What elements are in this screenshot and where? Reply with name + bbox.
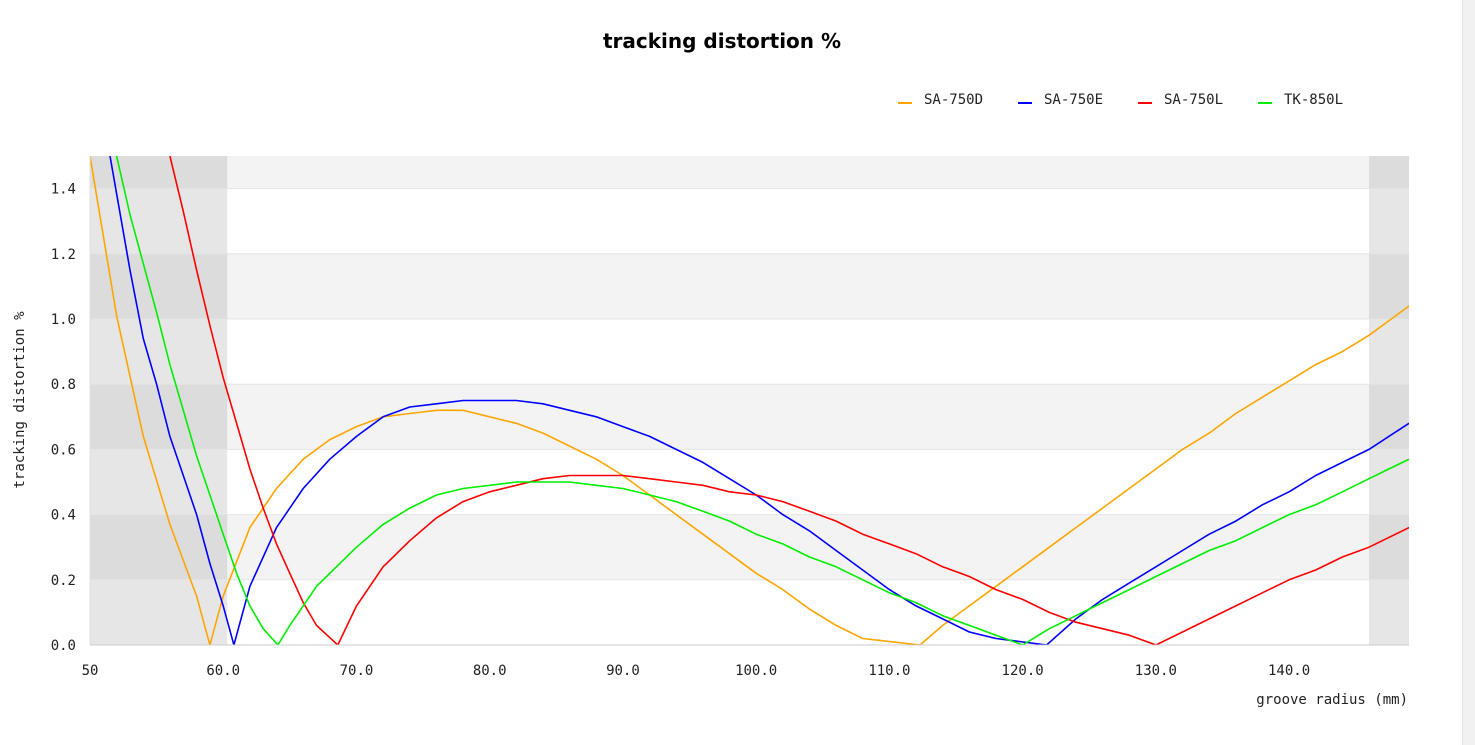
x-tick-label: 50 — [82, 663, 99, 679]
legend: SA-750D SA-750E SA-750L TK-850L — [898, 92, 1343, 108]
x-tick-label: 80.0 — [473, 663, 507, 679]
grid-lines — [90, 188, 1409, 581]
shaded-region — [90, 156, 228, 645]
legend-label: SA-750E — [1044, 92, 1103, 108]
grid-band — [90, 156, 1409, 189]
axes — [89, 156, 1409, 646]
x-tick-label: 60.0 — [206, 663, 240, 679]
grid-bands — [90, 156, 1409, 645]
x-tick-label: 70.0 — [340, 663, 374, 679]
y-tick-label: 1.0 — [51, 312, 76, 328]
x-tick-label: 90.0 — [606, 663, 640, 679]
grid-band — [90, 253, 1409, 319]
series-line-tk-850l — [115, 156, 1409, 645]
x-tick-label: 120.0 — [1002, 663, 1044, 679]
y-tick-label: 0.6 — [51, 442, 76, 458]
grid-band — [90, 384, 1409, 450]
chart-title: tracking distortion % — [603, 29, 841, 53]
legend-label: SA-750D — [924, 92, 983, 108]
y-tick-label: 1.2 — [51, 247, 76, 263]
series-lines — [90, 156, 1409, 645]
x-axis-ticks: 50 60.0 70.0 80.0 90.0 100.0 110.0 120.0 130.0 14… — [82, 663, 1311, 679]
shaded-regions — [90, 156, 1409, 645]
y-tick-label: 0.8 — [51, 377, 76, 393]
x-tick-label: 140.0 — [1268, 663, 1310, 679]
y-axis-ticks: 0.0 0.2 0.4 0.6 0.8 1.0 1.2 1.4 — [51, 182, 76, 654]
x-axis-label: groove radius (mm) — [1256, 692, 1408, 708]
series-line-sa-750d — [90, 156, 1409, 645]
shaded-region — [1369, 156, 1409, 645]
x-tick-label: 130.0 — [1135, 663, 1177, 679]
x-tick-label: 110.0 — [868, 663, 910, 679]
vertical-scrollbar[interactable] — [1462, 0, 1475, 745]
y-tick-label: 0.4 — [51, 508, 76, 524]
series-line-sa-750l — [169, 156, 1409, 645]
y-tick-label: 0.0 — [51, 638, 76, 654]
series-line-sa-750e — [109, 156, 1409, 645]
y-tick-label: 0.2 — [51, 573, 76, 589]
y-axis-label: tracking distortion % — [12, 311, 28, 489]
legend-label: SA-750L — [1164, 92, 1223, 108]
y-tick-label: 1.4 — [51, 182, 76, 198]
x-tick-label: 100.0 — [735, 663, 777, 679]
legend-label: TK-850L — [1284, 92, 1343, 108]
